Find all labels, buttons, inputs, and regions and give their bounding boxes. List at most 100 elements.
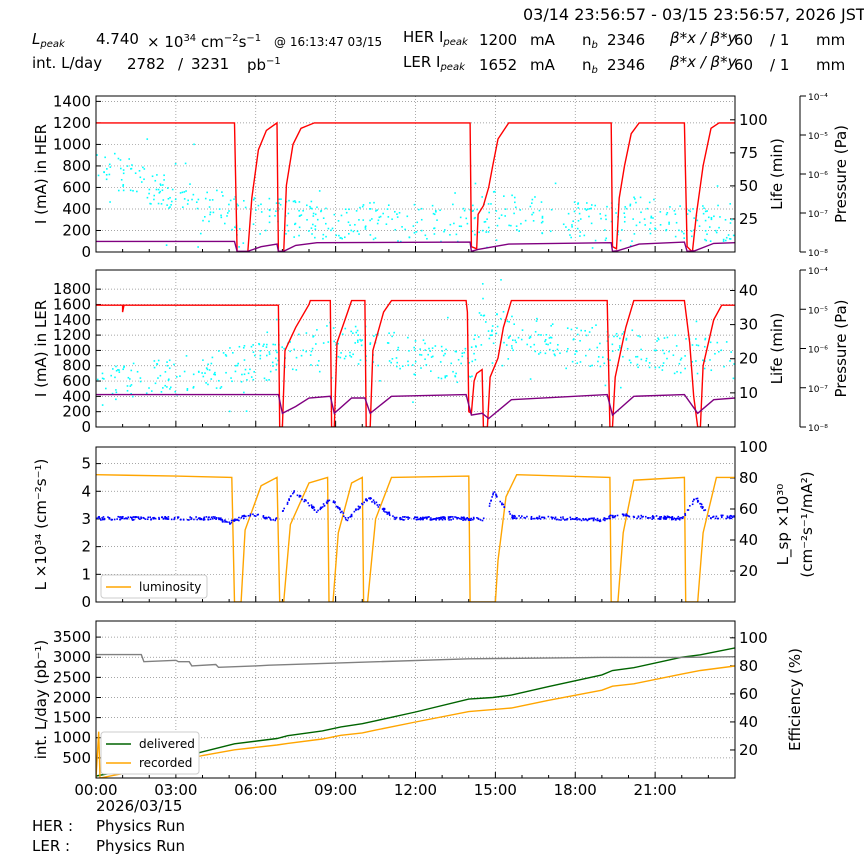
pressure-dot	[354, 342, 357, 344]
pressure-dot	[495, 332, 498, 335]
pressure-dot	[663, 337, 666, 339]
pressure-dot	[163, 174, 165, 177]
lumi-peak-symbol: L	[32, 30, 41, 48]
specific-lumi-dot	[469, 518, 471, 520]
pressure-dot	[186, 203, 189, 205]
specific-lumi-dot	[197, 517, 200, 519]
pressure-dot	[710, 218, 713, 221]
specific-lumi-dot	[186, 518, 189, 521]
pressure-dot	[361, 339, 363, 341]
pressure-dot	[477, 336, 480, 338]
specific-lumi-dot	[673, 517, 676, 519]
specific-lumi-dot	[621, 513, 624, 516]
pressure-dot	[439, 361, 442, 363]
pressure-dot	[316, 218, 319, 221]
specific-lumi-dot	[388, 512, 390, 515]
pressure-dot	[347, 232, 350, 235]
pressure-dot	[333, 213, 336, 216]
y-tick-label: 500	[62, 749, 91, 767]
pressure-dot	[312, 215, 315, 217]
pressure-dot	[226, 212, 229, 214]
specific-lumi-dot	[321, 506, 324, 508]
pressure-dot	[175, 376, 178, 378]
pressure-dot	[452, 370, 454, 373]
pressure-dot	[228, 203, 230, 206]
pressure-dot	[209, 199, 211, 201]
pressure-dot	[666, 357, 668, 360]
pressure-dot	[355, 331, 358, 334]
specific-lumi-dot	[347, 516, 350, 519]
specific-lumi-dot	[126, 517, 129, 520]
specific-lumi-dot	[125, 517, 127, 519]
specific-lumi-dot	[129, 516, 132, 519]
pressure-dot	[272, 365, 274, 367]
pressure-dot	[513, 196, 516, 199]
pressure-dot	[413, 373, 415, 376]
specific-lumi-dot	[119, 518, 121, 521]
pressure-dot	[105, 173, 108, 176]
specific-lumi-dot	[158, 518, 160, 520]
pressure-dot	[295, 369, 298, 371]
pressure-dot	[424, 358, 426, 361]
specific-lumi-dot	[232, 519, 235, 521]
pressure-dot	[202, 359, 204, 361]
pressure-dot	[649, 222, 652, 224]
pressure-dot	[245, 410, 248, 412]
specific-lumi-dot	[596, 519, 599, 522]
pressure-dot	[105, 387, 107, 390]
specific-lumi-dot	[731, 516, 734, 518]
pressure-dot	[732, 234, 735, 237]
pressure-dot	[289, 341, 291, 343]
pressure-dot	[675, 345, 678, 347]
pressure-dot	[474, 358, 477, 361]
y-tick-label: 5	[81, 455, 91, 473]
specific-lumi-dot	[458, 517, 461, 520]
pressure-dot	[357, 363, 360, 365]
specific-lumi-dot	[166, 518, 169, 520]
specific-lumi-dot	[298, 494, 301, 497]
pressure-dot	[443, 230, 445, 233]
pressure-dot	[131, 395, 134, 398]
specific-lumi-dot	[173, 516, 176, 519]
specific-lumi-dot	[252, 513, 254, 516]
specific-lumi-dot	[495, 494, 498, 497]
pressure-dot	[123, 366, 125, 369]
pressure-dot	[128, 158, 131, 160]
pressure-dot	[723, 365, 725, 368]
pressure-dot	[588, 331, 591, 333]
pressure-dot	[356, 329, 359, 332]
pressure-dot	[589, 365, 592, 367]
specific-lumi-dot	[293, 491, 295, 494]
specific-lumi-dot	[293, 490, 296, 492]
specific-lumi-dot	[339, 508, 341, 511]
specific-lumi-dot	[366, 499, 368, 502]
pressure-dot	[387, 204, 390, 206]
pressure-dot	[463, 351, 466, 354]
y-tick-label: 4	[81, 482, 91, 500]
specific-lumi-dot	[441, 519, 444, 521]
ler-peak-label: LER Ipeak	[403, 53, 465, 77]
pressure-dot	[554, 182, 557, 185]
pressure-dot	[275, 210, 277, 212]
pressure-dot	[318, 370, 321, 373]
pressure-dot	[268, 221, 271, 224]
pressure-dot	[310, 207, 312, 210]
pressure-dot	[338, 234, 340, 237]
specific-lumi-dot	[469, 519, 471, 521]
pressure-dot	[567, 212, 570, 215]
specific-lumi-dot	[609, 517, 611, 520]
date-range: 03/14 23:56:57 - 03/15 23:56:57, 2026 JS…	[523, 5, 864, 24]
pressure-dot	[204, 372, 206, 374]
pressure-dot	[108, 173, 111, 176]
pressure-dot	[130, 384, 133, 386]
pressure-dot	[576, 350, 578, 353]
pressure-dot	[626, 347, 629, 350]
pressure-dot	[420, 207, 423, 210]
pressure-dot	[597, 360, 599, 363]
pressure-dot	[661, 364, 664, 367]
pressure-dot	[604, 214, 607, 217]
x-tick-label: 09:00	[314, 781, 357, 799]
specific-lumi-dot	[523, 516, 525, 519]
x-tick-label: 21:00	[634, 781, 677, 799]
pressure-dot	[691, 361, 694, 363]
